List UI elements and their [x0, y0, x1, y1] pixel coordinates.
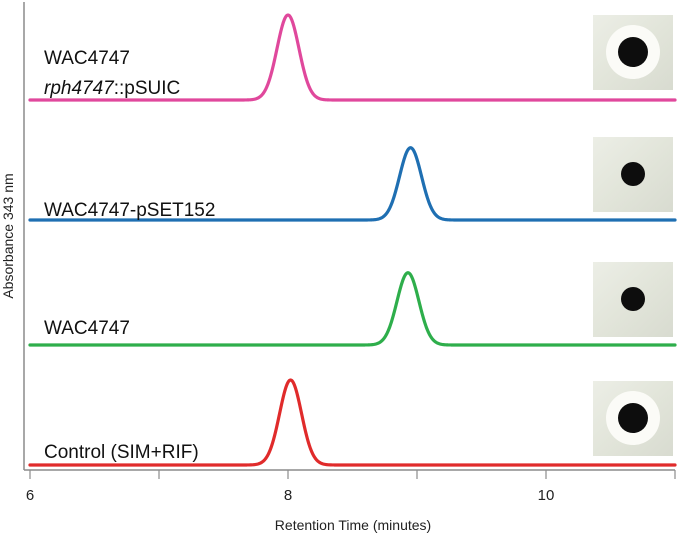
x-axis-tick-labels: 6 8 10 [26, 487, 555, 504]
x-tick-label-10: 10 [538, 487, 555, 504]
trace-label-1-line2: rph4747::pSUIC [44, 78, 180, 99]
antibiotic-disk [621, 162, 645, 186]
chromatogram-traces [28, 13, 677, 467]
trace-label-4: Control (SIM+RIF) [44, 442, 199, 463]
plate-image-3 [593, 262, 673, 337]
trace-label-1: WAC4747 [44, 48, 130, 69]
x-tick-label-8: 8 [284, 487, 292, 504]
trace-labels: WAC4747rph4747::pSUICWAC4747-pSET152WAC4… [44, 48, 215, 463]
trace-label-3: WAC4747 [44, 318, 130, 339]
plate-image-2 [593, 137, 673, 212]
y-axis-title: Absorbance 343 nm [0, 173, 16, 298]
gene-name: rph4747 [44, 78, 115, 99]
trace-line-2 [28, 146, 677, 222]
trace-label-2: WAC4747-pSET152 [44, 200, 215, 221]
zone-of-inhibition-plates [593, 15, 673, 456]
plate-image-1 [593, 15, 673, 90]
x-tick-label-6: 6 [26, 487, 34, 504]
trace-line-1 [28, 13, 677, 102]
antibiotic-disk [618, 403, 648, 433]
antibiotic-disk [621, 287, 645, 311]
plate-image-4 [593, 381, 673, 456]
x-axis-ticks [29, 470, 676, 479]
plasmid-name: ::pSUIC [114, 78, 181, 99]
x-axis-title: Retention Time (minutes) [275, 517, 431, 533]
trace-line-4 [28, 378, 677, 467]
trace-line-3 [28, 271, 677, 347]
antibiotic-disk [618, 37, 648, 67]
